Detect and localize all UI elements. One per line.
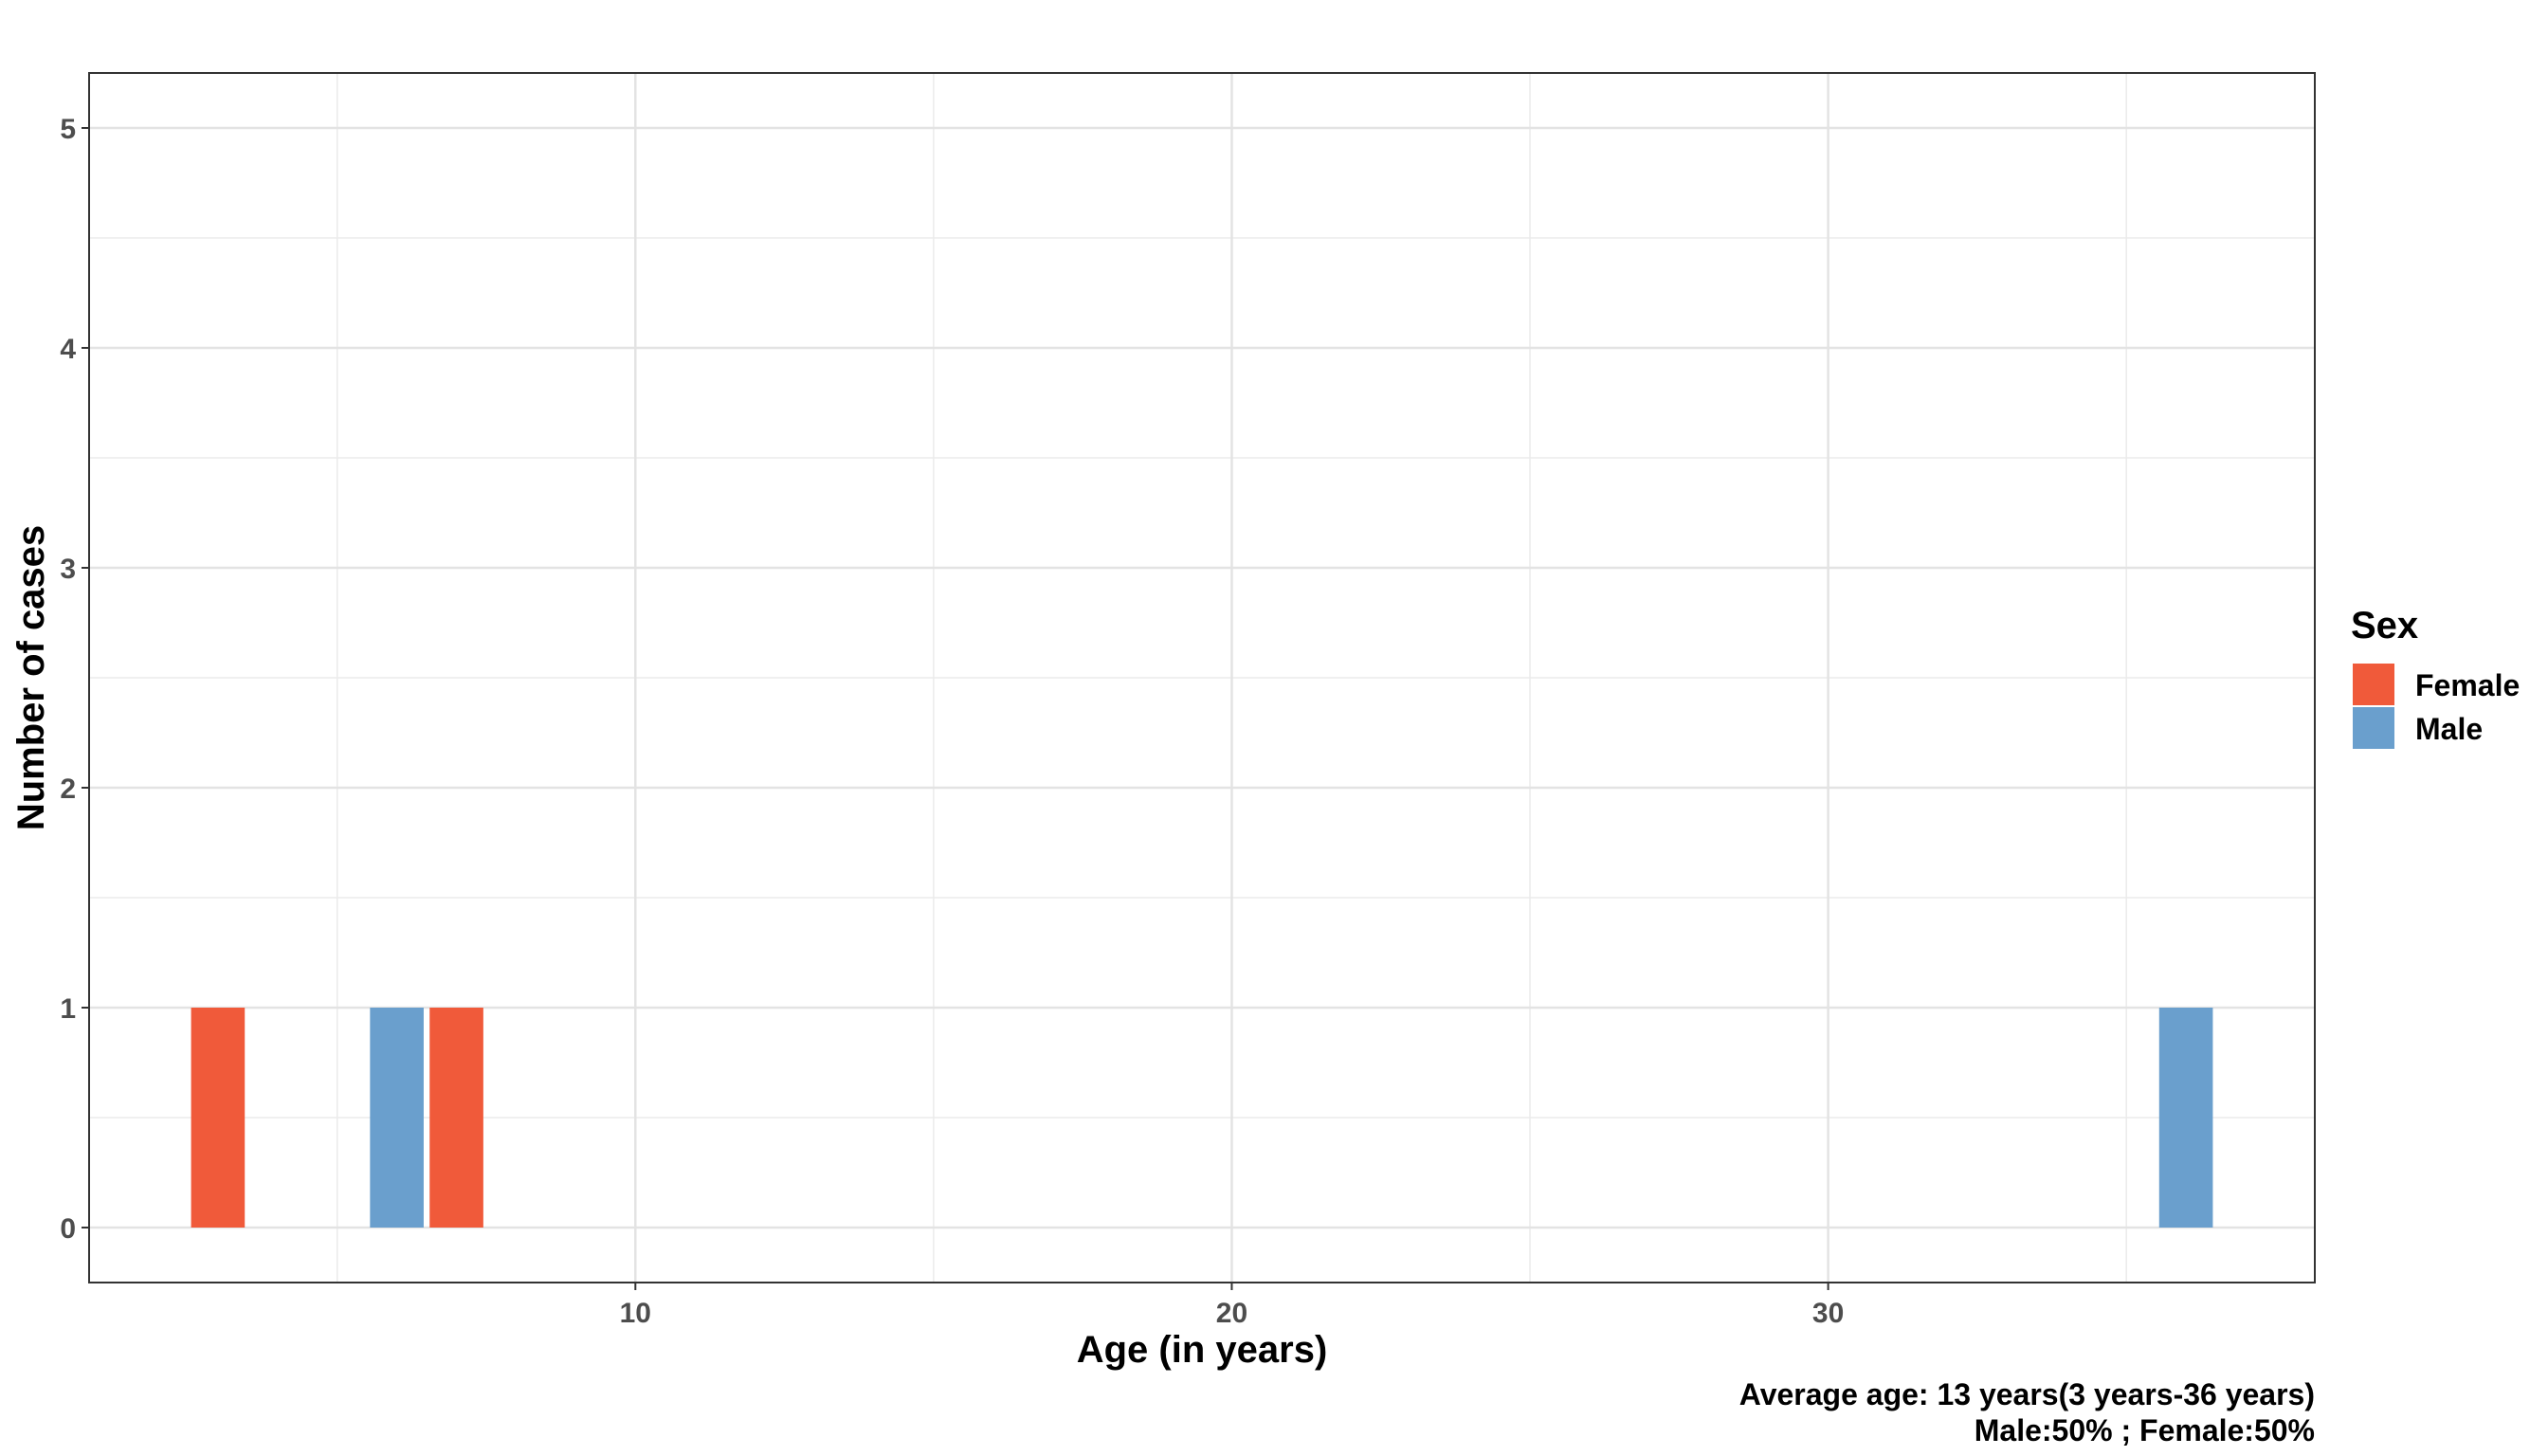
- y-axis-ticks: 0 1 2 3 4 5: [60, 114, 89, 1245]
- bar-male: [2158, 1008, 2213, 1228]
- y-axis-title: Number of cases: [10, 525, 52, 830]
- legend-key-female: [2353, 664, 2394, 705]
- y-tick-label: 0: [60, 1213, 76, 1245]
- legend-key-male: [2353, 707, 2394, 749]
- bar-female: [429, 1008, 483, 1228]
- y-tick-label: 4: [60, 334, 76, 365]
- caption-line-1: Average age: 13 years(3 years-36 years): [1739, 1377, 2315, 1411]
- bar-female: [191, 1008, 246, 1228]
- legend-label-male: Male: [2415, 712, 2483, 746]
- x-tick-label: 30: [1812, 1298, 1844, 1329]
- caption-line-2: Male:50% ; Female:50%: [1975, 1413, 2315, 1447]
- legend-title: Sex: [2351, 605, 2418, 646]
- x-axis-title: Age (in years): [1077, 1329, 1328, 1371]
- legend-label-female: Female: [2415, 668, 2520, 702]
- legend: Sex Female Male: [2351, 605, 2520, 749]
- panel-border: [88, 72, 2316, 1283]
- x-tick-label: 10: [620, 1298, 651, 1329]
- bars: [191, 1008, 2213, 1228]
- x-tick-label: 20: [1216, 1298, 1247, 1329]
- y-tick-label: 3: [60, 554, 76, 585]
- bar-male: [370, 1008, 424, 1228]
- y-tick-label: 2: [60, 774, 76, 805]
- y-tick-label: 5: [60, 114, 76, 145]
- x-axis-ticks: 10 20 30: [620, 1283, 1844, 1329]
- y-tick-label: 1: [60, 993, 76, 1025]
